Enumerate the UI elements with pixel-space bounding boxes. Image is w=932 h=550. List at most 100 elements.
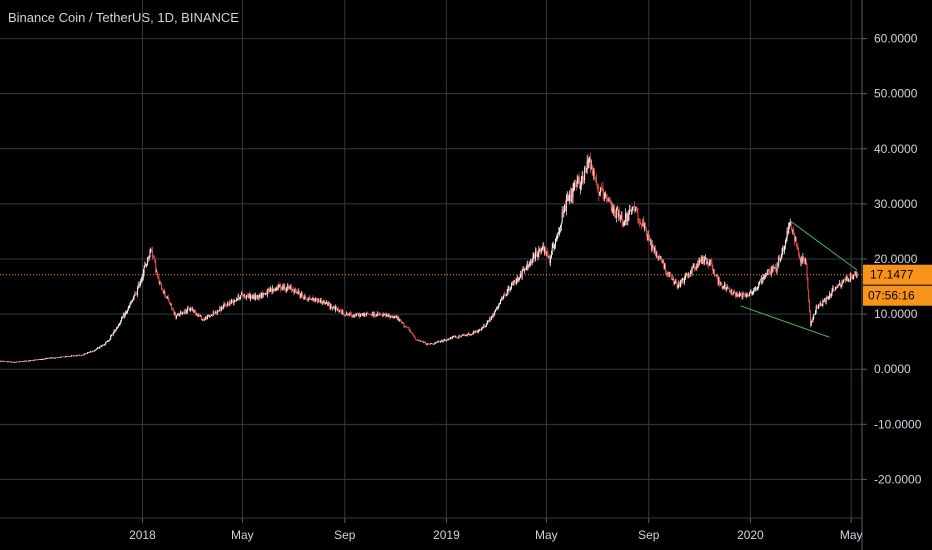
candle-body — [837, 285, 839, 288]
candle-body — [799, 254, 800, 259]
time-axis[interactable]: 2018 May Sep 2019 May Sep 2020 May — [129, 518, 863, 542]
candle-body — [62, 356, 63, 358]
candles — [0, 152, 858, 363]
candle-body — [142, 272, 144, 278]
candle-body — [246, 294, 247, 298]
candle-body — [678, 282, 680, 286]
candle-body — [236, 299, 237, 301]
candle-body — [166, 296, 168, 299]
candle-body — [110, 335, 112, 339]
candle-body — [256, 294, 258, 299]
candle-body — [508, 288, 510, 290]
candle-body — [482, 327, 484, 329]
candle-body — [470, 334, 472, 336]
candle-body — [228, 303, 230, 306]
candle-body — [413, 335, 415, 337]
candle-body — [478, 330, 480, 331]
candle-body — [793, 229, 795, 234]
candle-body — [257, 294, 259, 299]
candle-body — [712, 267, 714, 272]
candle-body — [91, 350, 93, 352]
candle-body — [505, 294, 507, 296]
candle-body — [19, 361, 21, 363]
candle-body — [677, 285, 679, 288]
candle-body — [400, 319, 402, 322]
candle-body — [407, 327, 409, 328]
price-axis[interactable]: 60.0000 50.0000 40.0000 30.0000 20.0000 10.00… — [862, 32, 922, 487]
price-tick-label: 30.0000 — [874, 197, 918, 211]
candle-body — [425, 342, 427, 345]
candle-body — [796, 244, 798, 247]
candle-body — [618, 213, 620, 216]
candle-body — [180, 311, 182, 314]
candle-body — [520, 273, 522, 277]
candle-body — [314, 298, 316, 302]
candle-body — [47, 357, 49, 359]
candle-body — [480, 328, 482, 331]
candle-body — [610, 200, 611, 204]
candle-body — [121, 317, 123, 321]
last-price-marker: 17.1477 07:56:16 — [0, 264, 932, 306]
candle-body — [613, 207, 615, 214]
candle-body — [400, 321, 402, 323]
candle-body — [530, 261, 532, 264]
candle-body — [167, 296, 169, 300]
candle-body — [804, 259, 805, 264]
candle-body — [536, 253, 538, 257]
candle-body — [509, 288, 511, 290]
candle-body — [162, 290, 164, 293]
candle-body — [737, 294, 739, 297]
candle-body — [210, 315, 212, 317]
candle-body — [844, 280, 846, 282]
candle-body — [841, 282, 843, 285]
candle-body — [624, 221, 626, 223]
candle-body — [152, 255, 154, 257]
candle-body — [239, 298, 241, 300]
candle-body — [433, 343, 435, 345]
candle-body — [776, 264, 778, 272]
candle-body — [614, 207, 616, 215]
candle-body — [222, 306, 224, 310]
candle-body — [191, 309, 193, 310]
candle-body — [479, 329, 481, 331]
trendline[interactable] — [789, 220, 858, 271]
candle-body — [148, 257, 150, 261]
candle-body — [414, 336, 416, 339]
candle-body — [318, 298, 320, 301]
candle-body — [676, 283, 678, 288]
candle-body — [545, 251, 547, 254]
candle-body — [254, 295, 256, 300]
candle-body — [744, 294, 746, 295]
candle-body — [856, 273, 858, 278]
candle-body — [75, 355, 77, 357]
candle-body — [754, 287, 756, 290]
candle-body — [361, 314, 362, 315]
candle-body — [469, 333, 471, 336]
candle-body — [65, 356, 67, 357]
candle-body — [782, 248, 784, 252]
candle-body — [430, 343, 432, 345]
candle-body — [596, 184, 598, 187]
candle-body — [779, 256, 780, 262]
candle-body — [480, 329, 482, 331]
candle-body — [11, 361, 13, 363]
candle-body — [280, 284, 282, 290]
candle-body — [70, 356, 72, 358]
candle-body — [290, 286, 292, 288]
candle-body — [819, 304, 820, 306]
candle-body — [764, 273, 766, 277]
candle-body — [504, 294, 506, 296]
candle-body — [63, 356, 65, 358]
candle-body — [569, 193, 571, 201]
candle-body — [326, 302, 328, 306]
trendline[interactable] — [740, 305, 830, 338]
candle-body — [344, 315, 346, 316]
candle-body — [530, 261, 531, 263]
candle-body — [369, 314, 371, 315]
candle-body — [551, 247, 553, 255]
candle-body — [475, 330, 477, 332]
candle-body — [531, 259, 533, 264]
candle-body — [802, 256, 804, 262]
